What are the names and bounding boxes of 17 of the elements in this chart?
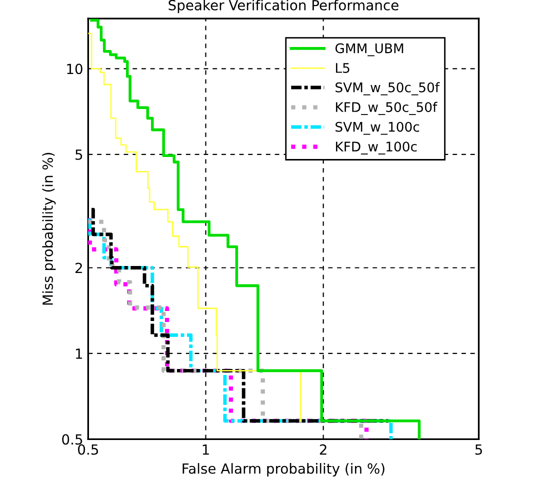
y-tick-label: 2: [75, 262, 82, 274]
y-tick-label: 5: [76, 150, 82, 160]
x-tick-label: 1: [202, 444, 209, 455]
legend-label: KFD_w_50c_50f: [336, 102, 438, 116]
legend-label: SVM_w_100c: [336, 122, 420, 135]
x-tick-label: 5: [475, 444, 482, 455]
legend-label: L5: [336, 63, 350, 73]
legend-label: SVM_w_50c_50f: [336, 82, 440, 96]
legend-label: KFD_w_100c: [336, 142, 417, 154]
x-axis-title: False Alarm probability (in %): [182, 463, 384, 476]
y-tick-label: 1: [76, 348, 82, 359]
chart-title: Speaker Verification Performance: [168, 0, 398, 14]
x-tick-label: 2: [320, 444, 326, 455]
y-axis-title: Miss probability (in %): [42, 152, 56, 305]
y-tick-label: 0.5: [62, 434, 82, 445]
y-tick-label: 10: [67, 64, 82, 74]
legend-label: GMM_UBM: [335, 43, 404, 56]
